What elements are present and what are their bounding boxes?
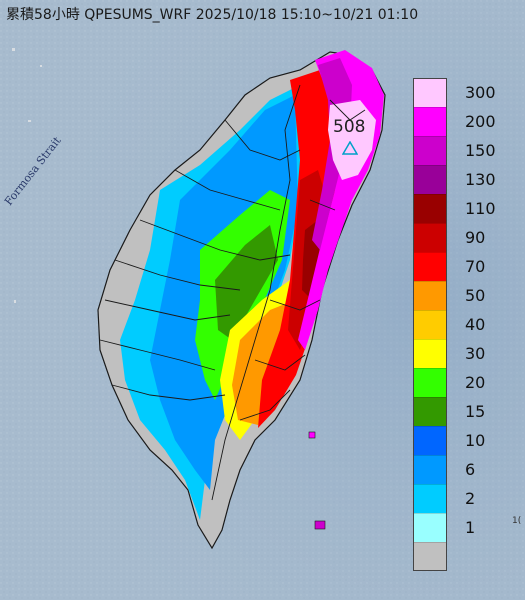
legend-swatch: [413, 310, 447, 339]
legend-swatch: [413, 194, 447, 223]
legend-swatch: [413, 426, 447, 455]
legend-label: 130: [465, 170, 496, 189]
legend-swatch: [413, 513, 447, 542]
rain-area-300mm: [328, 100, 376, 180]
legend-label: 300: [465, 83, 496, 102]
legend-swatch: [413, 484, 447, 513]
legend-label: 10: [465, 431, 486, 450]
legend-label: 1: [465, 518, 476, 537]
legend-label: 6: [465, 460, 476, 479]
max-rainfall-value: 508: [333, 117, 366, 137]
boundary-lines: [99, 84, 366, 501]
legend-swatch: [413, 542, 447, 571]
legend-label: 200: [465, 112, 496, 131]
color-legend: 300 200 150 130 110 90 70 50 40 30 20 15 10 6 2 1: [413, 78, 521, 571]
penghu-islands: [12, 48, 42, 303]
legend-swatch: [413, 252, 447, 281]
max-rainfall-triangle-icon: [342, 141, 358, 155]
legend-label: 20: [465, 373, 486, 392]
legend-label: 150: [465, 141, 496, 160]
rain-area-15mm: [215, 225, 278, 340]
legend-swatch: [413, 455, 447, 484]
legend-swatch: [413, 107, 447, 136]
legend-frame: [413, 78, 447, 571]
legend-label: 70: [465, 257, 486, 276]
map-title: 累積58小時 QPESUMS_WRF 2025/10/18 15:10~10/2…: [6, 7, 419, 23]
legend-swatch: [413, 136, 447, 165]
legend-label: 110: [465, 199, 496, 218]
legend-label: 50: [465, 286, 486, 305]
orchid-island: [314, 520, 326, 530]
legend-label: 40: [465, 315, 486, 334]
legend-swatch: [413, 223, 447, 252]
legend-label: 2: [465, 489, 476, 508]
legend-label: 30: [465, 344, 486, 363]
legend-label: 90: [465, 228, 486, 247]
legend-swatch: [413, 165, 447, 194]
legend-swatch: [413, 281, 447, 310]
edge-fragment-label: 1(: [512, 516, 522, 526]
green-island: [308, 431, 316, 439]
legend-label: 15: [465, 402, 486, 421]
legend-swatch: [413, 397, 447, 426]
legend-swatch: [413, 368, 447, 397]
legend-swatch: [413, 339, 447, 368]
